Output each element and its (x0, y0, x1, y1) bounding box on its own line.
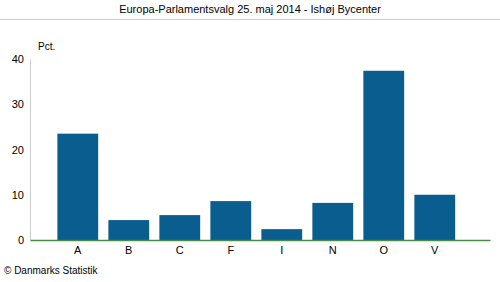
x-tick: N (329, 240, 337, 256)
title-rule (0, 19, 500, 20)
x-tick: B (125, 240, 132, 256)
x-tick-label: N (329, 244, 337, 256)
bar (57, 134, 98, 240)
x-tick-label: B (125, 244, 132, 256)
y-tick-label: 20 (12, 144, 24, 156)
y-tick-label: 30 (12, 98, 24, 110)
x-tick-label: F (227, 244, 234, 256)
y-tick: 0 (18, 234, 30, 246)
y-axis-title: Pct. (38, 41, 55, 52)
bar (108, 220, 149, 240)
y-tick: 10 (12, 189, 30, 201)
y-tick: 30 (12, 98, 30, 110)
source: © Danmarks Statistik (4, 265, 99, 276)
y-tick-label: 0 (18, 234, 24, 246)
title: Europa-Parlamentsvalg 25. maj 2014 - Ish… (119, 3, 381, 15)
y-axis: 0 10 20 30 40 (12, 53, 31, 246)
x-axis-line (31, 240, 491, 242)
x-tick: F (227, 240, 234, 256)
x-tick: V (431, 240, 439, 256)
x-axis: ABCFINOV (31, 240, 491, 256)
y-tick: 20 (12, 144, 30, 156)
bar (363, 71, 404, 240)
x-tick-label: A (74, 244, 82, 256)
bar (210, 201, 251, 240)
chart: Europa-Parlamentsvalg 25. maj 2014 - Ish… (0, 0, 500, 282)
bar (414, 195, 455, 240)
y-tick-label: 40 (12, 53, 24, 65)
x-tick: O (379, 240, 388, 256)
y-axis-line (30, 60, 31, 241)
x-tick-label: V (431, 244, 439, 256)
x-tick: A (74, 240, 82, 256)
y-tick-label: 10 (12, 189, 24, 201)
x-tick-label: O (379, 244, 388, 256)
y-tick: 40 (12, 53, 30, 65)
x-tick: C (176, 240, 184, 256)
x-tick-label: C (176, 244, 184, 256)
bars (57, 71, 455, 240)
bar (159, 215, 200, 240)
x-tick-label: I (280, 244, 283, 256)
bar (312, 203, 353, 240)
x-tick: I (280, 240, 283, 256)
bar (261, 229, 302, 240)
